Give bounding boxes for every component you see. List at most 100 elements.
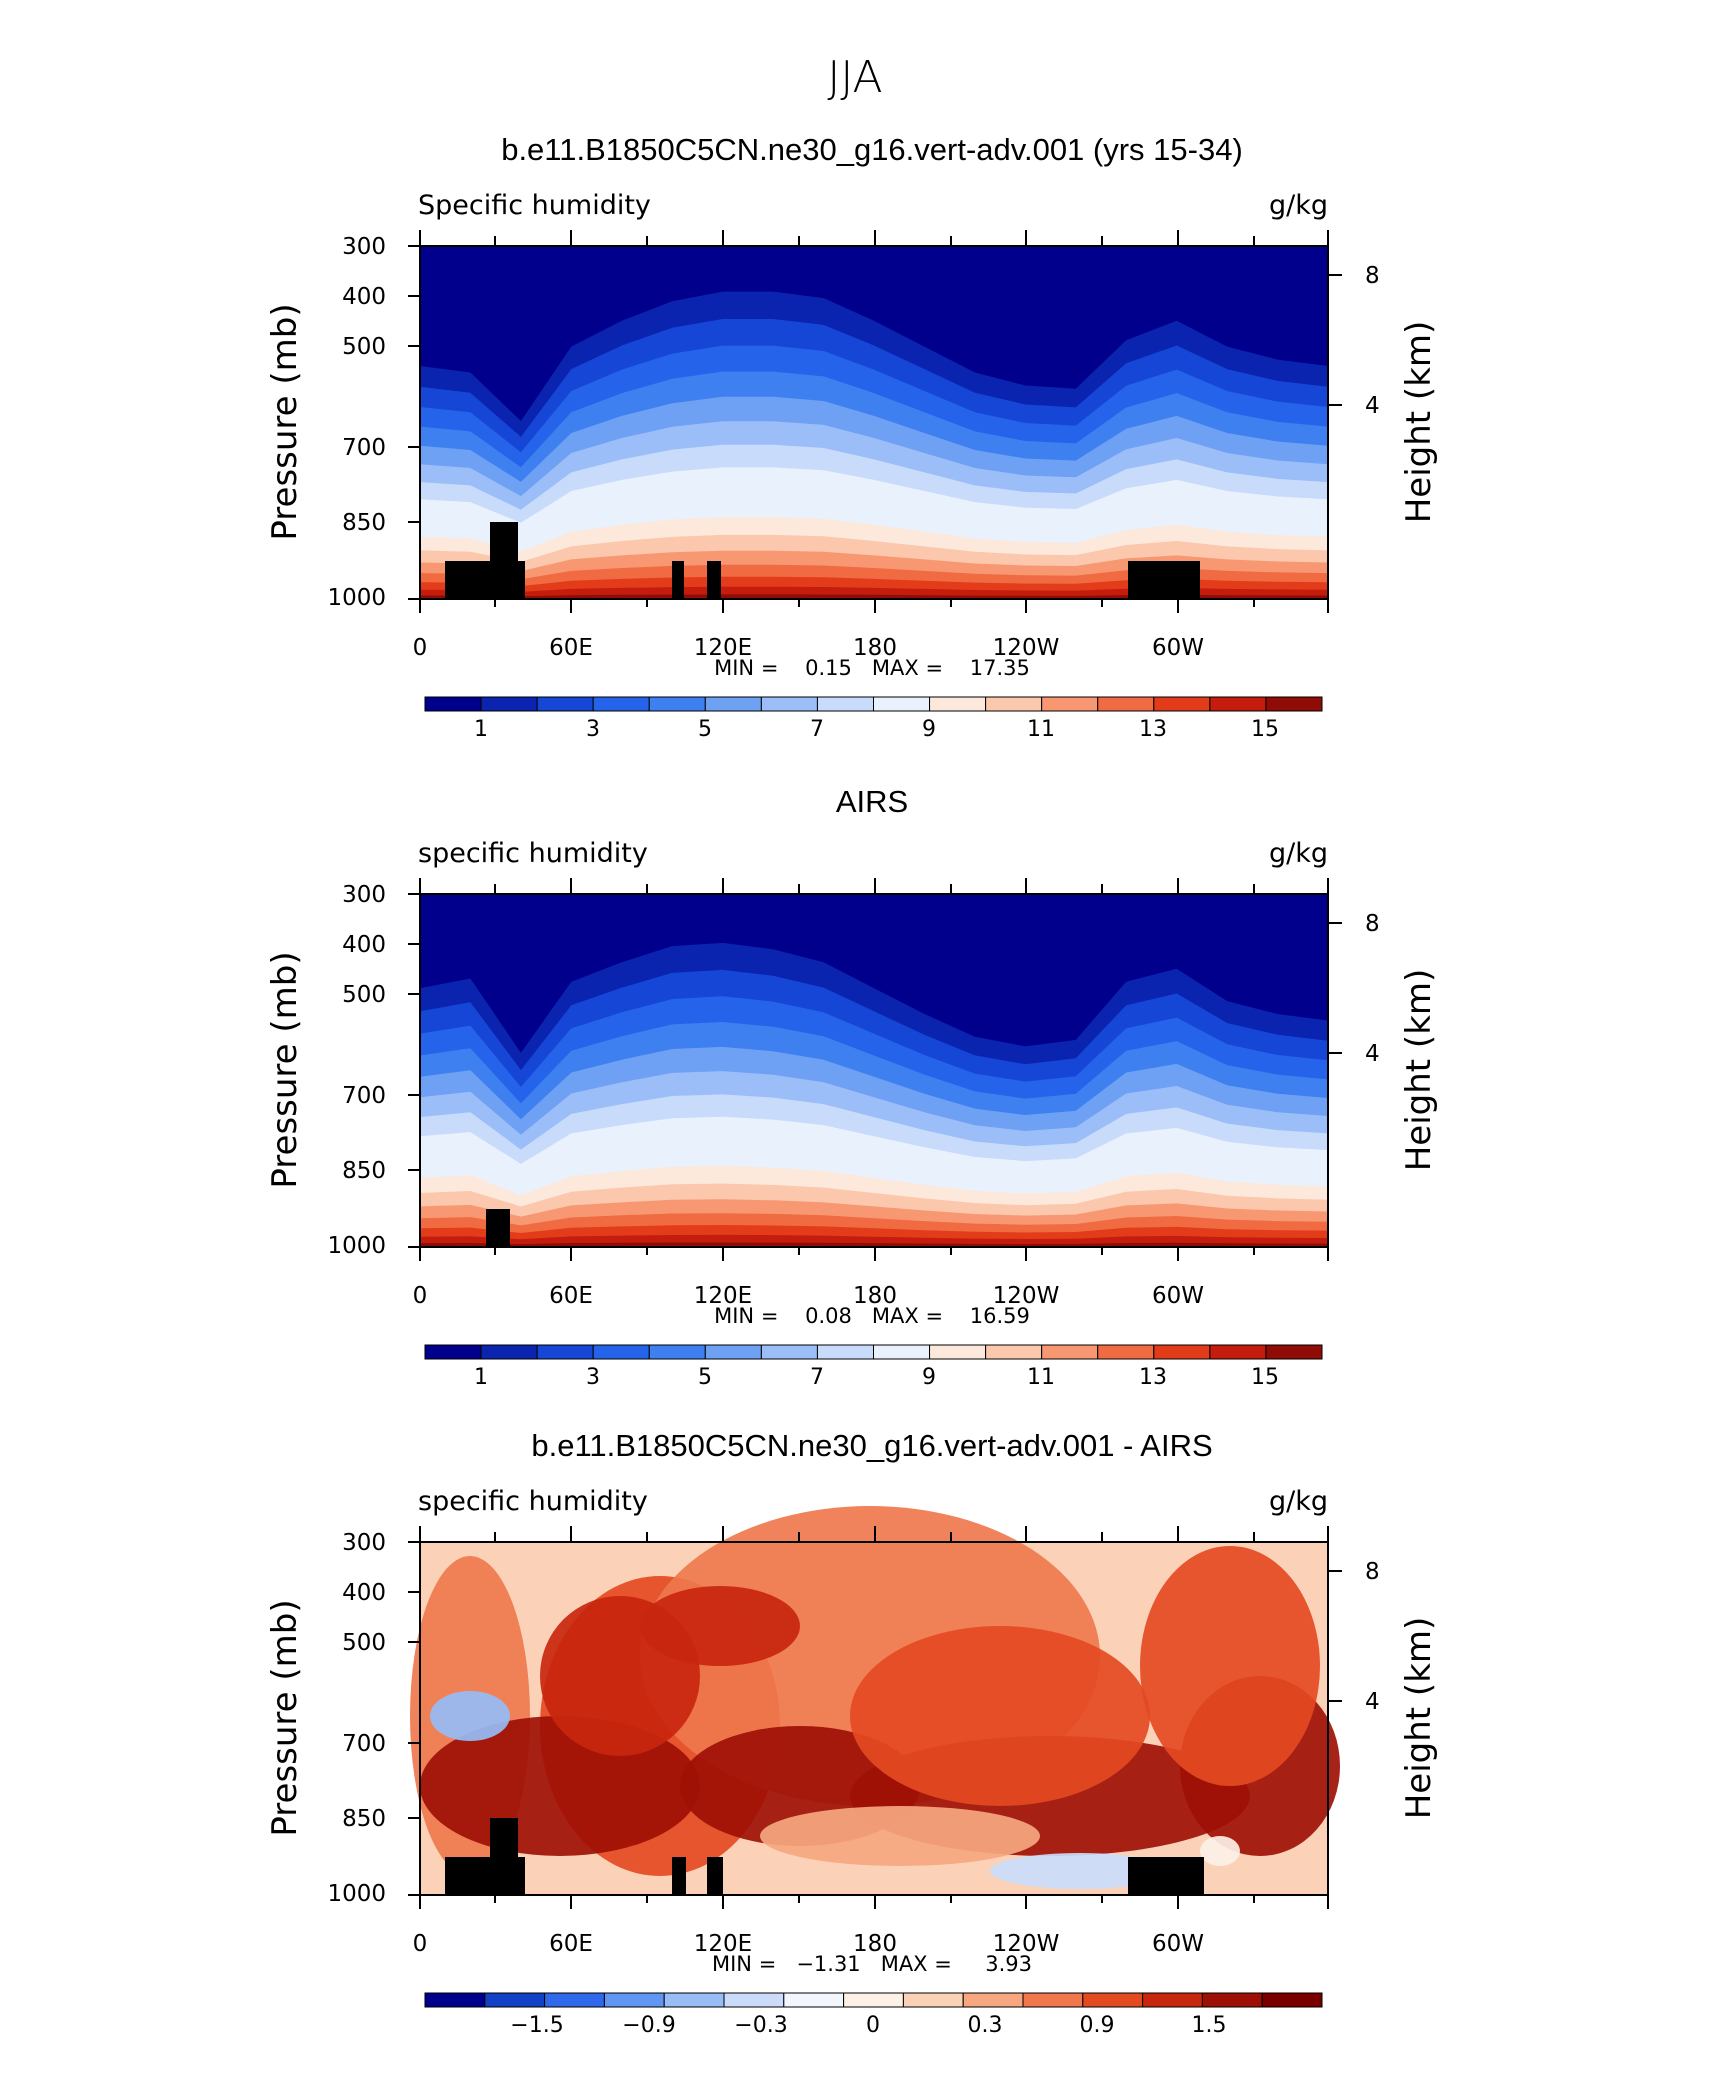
colorbar-swatch: [1153, 696, 1211, 712]
contour-band: [420, 594, 1328, 599]
y-tick-label: 1000: [327, 585, 386, 611]
x-tick-label: 60W: [1152, 635, 1204, 661]
topography-mask: [1128, 561, 1200, 599]
contour-region: [430, 1691, 510, 1741]
colorbar-label: 15: [1251, 1365, 1279, 1390]
colorbar-swatch: [480, 1344, 538, 1360]
colorbar-swatch: [1209, 1344, 1267, 1360]
x-tick-label: 120E: [694, 1931, 752, 1957]
colorbar-swatch: [843, 1992, 904, 2008]
x-tick-label: 0: [413, 1931, 428, 1957]
y-tick-label: 700: [342, 435, 386, 461]
y-axis-label: Pressure (mb): [265, 1599, 305, 1836]
y-tick-label: 400: [342, 284, 386, 310]
y-axis-label: Pressure (mb): [265, 951, 305, 1188]
height-tick-label: 8: [1365, 911, 1380, 937]
colorbar-swatch: [1082, 1992, 1144, 2008]
x-tick-labels: 0 60E 120E 180 120W 60W: [413, 635, 1204, 661]
colorbar-swatch: [663, 1992, 725, 2008]
y-tick-label: 1000: [327, 1233, 386, 1259]
x-tick-label: 120W: [993, 635, 1060, 661]
x-tick-label: 120E: [694, 635, 752, 661]
height-tick-label: 8: [1365, 1559, 1380, 1585]
y-tick-label: 700: [342, 1083, 386, 1109]
y-tick-labels-right: 8 4: [1365, 263, 1380, 419]
colorbar-swatch: [929, 1344, 987, 1360]
colorbar-swatch: [873, 696, 931, 712]
colorbar-swatch: [1041, 696, 1099, 712]
colorbar-swatch: [536, 1344, 594, 1360]
colorbar-swatch: [1265, 696, 1323, 712]
y-tick-label: 1000: [327, 1881, 386, 1907]
y-tick-label: 500: [342, 982, 386, 1008]
colorbar-swatch: [592, 696, 650, 712]
topography-mask: [486, 1209, 510, 1247]
y-tick-label: 300: [342, 234, 386, 260]
colorbar-label: 3: [586, 1365, 600, 1390]
colorbar-swatch: [424, 1344, 482, 1360]
height-tick-label: 4: [1365, 1689, 1380, 1715]
colorbar-label: 11: [1027, 717, 1055, 742]
y-tick-label: 500: [342, 1630, 386, 1656]
colorbar-swatch: [648, 696, 706, 712]
panel-units-label: g/kg: [1269, 838, 1328, 869]
colorbar-swatch: [902, 1992, 964, 2008]
panel-units-label: g/kg: [1269, 190, 1328, 221]
panel-units-label: g/kg: [1269, 1486, 1328, 1517]
colorbar-swatch: [962, 1992, 1024, 2008]
figure-title: JJA: [827, 52, 882, 103]
colorbar-swatch: [723, 1992, 785, 2008]
y-tick-labels: 300 400 500 700 850 1000: [327, 234, 386, 611]
panel-title: b.e11.B1850C5CN.ne30_g16.vert-adv.001 (y…: [501, 132, 1243, 167]
colorbar-label: 1.5: [1192, 2013, 1227, 2038]
y-tick-labels-right: 8 4: [1365, 1559, 1380, 1715]
colorbar-swatch: [424, 1992, 486, 2008]
panel-obs: AIRS specific humidity g/kg Pressure (mb…: [265, 784, 1439, 1390]
colorbar-label: 1: [474, 1365, 488, 1390]
colorbar-swatch: [603, 1992, 665, 2008]
x-tick-label: 60E: [549, 635, 593, 661]
colorbar-swatch: [929, 696, 987, 712]
colorbar-label: 15: [1251, 717, 1279, 742]
colorbar-labels: −1.5 −0.9 −0.3 0 0.3 0.9 1.5: [510, 2013, 1226, 2038]
colorbar-swatch: [985, 1344, 1043, 1360]
colorbar-label: 5: [698, 1365, 712, 1390]
topography-mask: [707, 1857, 723, 1895]
y-axis-label-right: Height (km): [1399, 321, 1439, 524]
colorbar-label: −0.3: [734, 2013, 787, 2038]
colorbar-swatch: [760, 696, 818, 712]
height-tick-label: 8: [1365, 263, 1380, 289]
colorbar-label: −1.5: [510, 2013, 563, 2038]
x-tick-label: 0: [413, 635, 428, 661]
colorbar: [424, 1992, 1323, 2008]
y-axis-label-right: Height (km): [1399, 969, 1439, 1172]
colorbar-swatch: [1153, 1344, 1211, 1360]
x-tick-label: 120W: [993, 1283, 1060, 1309]
colorbar-swatch: [1097, 1344, 1155, 1360]
colorbar-swatch: [544, 1992, 605, 2008]
colorbar: [424, 696, 1323, 712]
x-tick-label: 180: [853, 635, 897, 661]
min-max-label: MIN = −1.31 MAX = 3.93: [712, 1952, 1032, 1976]
topography-mask: [672, 1857, 686, 1895]
colorbar-label: 7: [810, 717, 824, 742]
colorbar-swatch: [1265, 1344, 1323, 1360]
contour-plot: [408, 878, 1342, 1261]
colorbar-swatch: [1201, 1992, 1263, 2008]
contour-region: [1200, 1836, 1240, 1866]
colorbar-swatch: [1209, 696, 1267, 712]
y-tick-label: 300: [342, 1530, 386, 1556]
panel-title: b.e11.B1850C5CN.ne30_g16.vert-adv.001 - …: [531, 1428, 1212, 1463]
colorbar-swatch: [1022, 1992, 1084, 2008]
contour-region: [760, 1806, 1040, 1866]
colorbar-label: −0.9: [622, 2013, 675, 2038]
y-tick-label: 400: [342, 1580, 386, 1606]
contour-region: [990, 1853, 1170, 1889]
contour-region: [540, 1596, 700, 1756]
colorbar-swatch: [760, 1344, 818, 1360]
topography-mask: [707, 561, 721, 599]
colorbar-swatch: [783, 1992, 845, 2008]
panel-title: AIRS: [836, 784, 908, 819]
colorbar-swatch: [484, 1992, 546, 2008]
